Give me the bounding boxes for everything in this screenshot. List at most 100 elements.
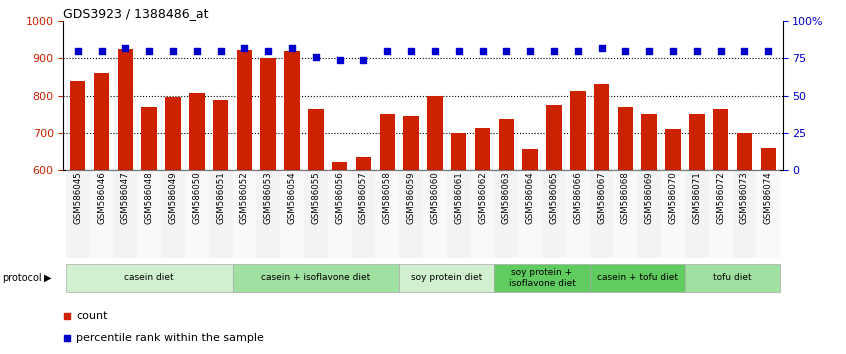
Bar [233,170,256,258]
Bar [756,170,780,258]
Bar [494,263,590,292]
Point [714,48,728,54]
Text: soy protein +
isoflavone diet: soy protein + isoflavone diet [508,268,575,287]
Point [500,48,514,54]
Bar [66,170,90,258]
Bar [304,170,327,258]
Bar [161,170,185,258]
Bar [494,170,519,258]
Bar [637,170,661,258]
Text: GSM586053: GSM586053 [264,172,272,224]
Bar [118,49,133,170]
Bar [380,114,395,170]
Bar [185,170,209,258]
Point [214,48,228,54]
Bar [737,133,752,170]
Bar [641,114,657,170]
Text: GDS3923 / 1388486_at: GDS3923 / 1388486_at [63,7,209,20]
Point [595,45,608,51]
Bar [355,157,371,170]
Text: GSM586045: GSM586045 [74,172,82,224]
Bar [470,170,494,258]
Bar [661,170,685,258]
Point [285,45,299,51]
Point [449,238,463,244]
Bar [590,170,613,258]
Point [571,48,585,54]
Bar [427,96,442,170]
Bar [113,170,137,258]
Text: GSM586070: GSM586070 [668,172,678,224]
Point [71,48,85,54]
Bar [709,170,733,258]
Text: GSM586065: GSM586065 [549,172,558,224]
Bar [689,114,705,170]
Point [642,48,656,54]
Bar [237,50,252,170]
Bar [165,97,181,170]
Text: GSM586046: GSM586046 [97,172,106,224]
Bar [399,170,423,258]
Text: GSM586058: GSM586058 [382,172,392,224]
Bar [261,58,276,170]
Bar [761,148,776,170]
Bar [570,91,585,170]
Text: GSM586069: GSM586069 [645,172,654,224]
Point [142,48,156,54]
Text: GSM586049: GSM586049 [168,172,178,224]
Bar [137,170,161,258]
Point [738,48,751,54]
Bar [685,170,709,258]
Text: GSM586066: GSM586066 [574,172,582,224]
Bar [399,263,494,292]
Bar [189,93,205,170]
Point [428,48,442,54]
Text: GSM586050: GSM586050 [192,172,201,224]
Bar [447,170,470,258]
Bar [256,170,280,258]
Bar [284,51,299,170]
Point [761,48,775,54]
Text: GSM586054: GSM586054 [288,172,297,224]
Bar [308,109,323,170]
Bar [618,107,633,170]
Text: GSM586062: GSM586062 [478,172,487,224]
Text: GSM586064: GSM586064 [525,172,535,224]
Bar [542,170,566,258]
Text: count: count [76,311,108,321]
Point [95,48,108,54]
Bar [94,73,109,170]
Text: GSM586068: GSM586068 [621,172,630,224]
Text: GSM586059: GSM586059 [407,172,415,224]
Bar [613,170,637,258]
Text: GSM586073: GSM586073 [740,172,749,224]
Bar [280,170,304,258]
Text: GSM586061: GSM586061 [454,172,464,224]
Bar [498,119,514,170]
Text: GSM586071: GSM586071 [692,172,701,224]
Text: GSM586052: GSM586052 [240,172,249,224]
Text: percentile rank within the sample: percentile rank within the sample [76,332,264,343]
Bar [70,81,85,170]
Bar [665,129,681,170]
Text: tofu diet: tofu diet [713,273,752,282]
Point [449,45,463,51]
Bar [594,84,609,170]
Text: GSM586056: GSM586056 [335,172,344,224]
Text: GSM586057: GSM586057 [359,172,368,224]
Point [357,57,371,63]
Point [332,57,346,63]
Point [166,48,179,54]
Point [452,48,465,54]
Point [690,48,704,54]
Text: GSM586051: GSM586051 [216,172,225,224]
Point [404,48,418,54]
Point [547,48,561,54]
Bar [90,170,113,258]
Point [118,45,132,51]
Text: GSM586048: GSM586048 [145,172,154,224]
Text: casein + isoflavone diet: casein + isoflavone diet [261,273,371,282]
Point [309,54,322,60]
Bar [547,105,562,170]
Bar [332,162,348,170]
